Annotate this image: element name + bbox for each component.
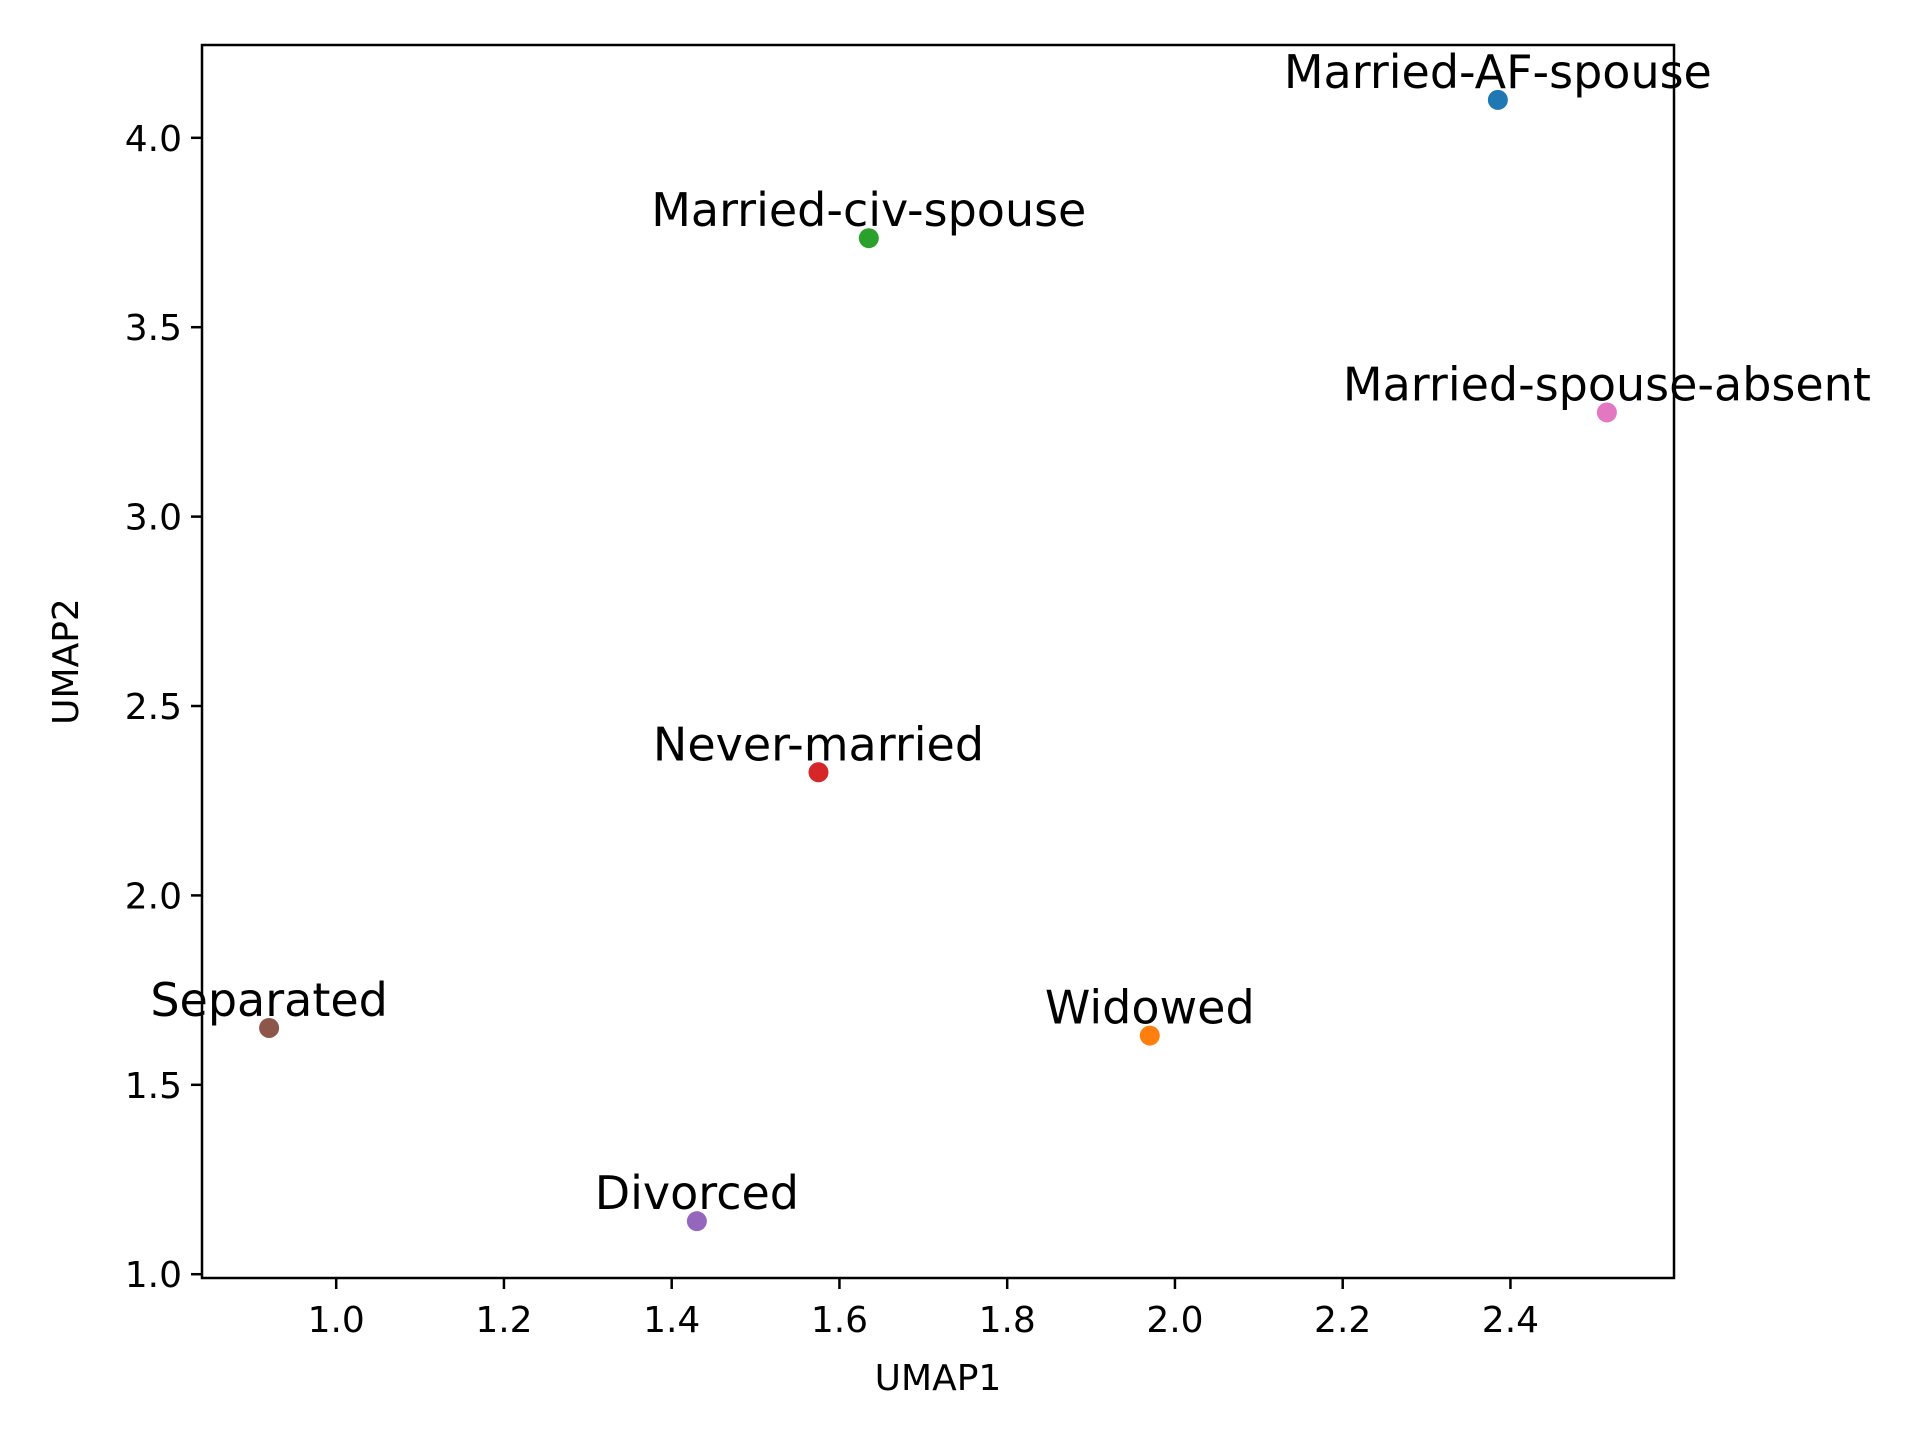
x-tick-label: 1.8 [979, 1300, 1036, 1341]
axis-ticks: 1.0 1.2 1.4 1.6 1.8 2.0 2.2 2.4 1.0 1.5 2.0 2.5 3.0 3… [125, 119, 1539, 1341]
point-label: Widowed [1045, 981, 1255, 1035]
x-tick-label: 2.0 [1146, 1300, 1203, 1341]
data-point [1596, 402, 1617, 423]
point-label: Divorced [595, 1166, 799, 1220]
y-tick-label: 2.5 [125, 687, 182, 728]
x-tick-label: 1.0 [308, 1300, 365, 1341]
plot-area-frame [200, 43, 1676, 1280]
x-tick-label: 1.4 [643, 1300, 700, 1341]
y-tick-label: 3.5 [125, 308, 182, 349]
y-tick-label: 1.5 [125, 1066, 182, 1107]
x-tick-label: 1.6 [811, 1300, 868, 1341]
x-tick-label: 2.2 [1314, 1300, 1371, 1341]
x-tick-label: 1.2 [475, 1300, 532, 1341]
data-point [259, 1017, 280, 1038]
data-point [808, 762, 829, 783]
y-tick-label: 4.0 [125, 119, 182, 160]
y-axis-title: UMAP2 [46, 598, 87, 725]
point-label: Married-civ-spouse [651, 183, 1086, 237]
point-label: Separated [150, 973, 388, 1027]
point-label: Married-AF-spouse [1284, 45, 1712, 99]
y-tick-label: 3.0 [125, 498, 182, 539]
point-label: Married-spouse-absent [1343, 357, 1871, 411]
point-label: Never-married [653, 717, 984, 771]
data-point [686, 1211, 707, 1232]
x-axis-title: UMAP1 [875, 1358, 1002, 1399]
y-tick-label: 1.0 [125, 1255, 182, 1296]
y-tick-label: 2.0 [125, 876, 182, 917]
data-point [1139, 1025, 1160, 1046]
data-points [259, 89, 1617, 1232]
data-point [1487, 89, 1508, 110]
point-labels: Married-AF-spouse Widowed Married-civ-spou… [150, 45, 1871, 1220]
x-tick-label: 2.4 [1482, 1300, 1539, 1341]
data-point [858, 228, 879, 249]
